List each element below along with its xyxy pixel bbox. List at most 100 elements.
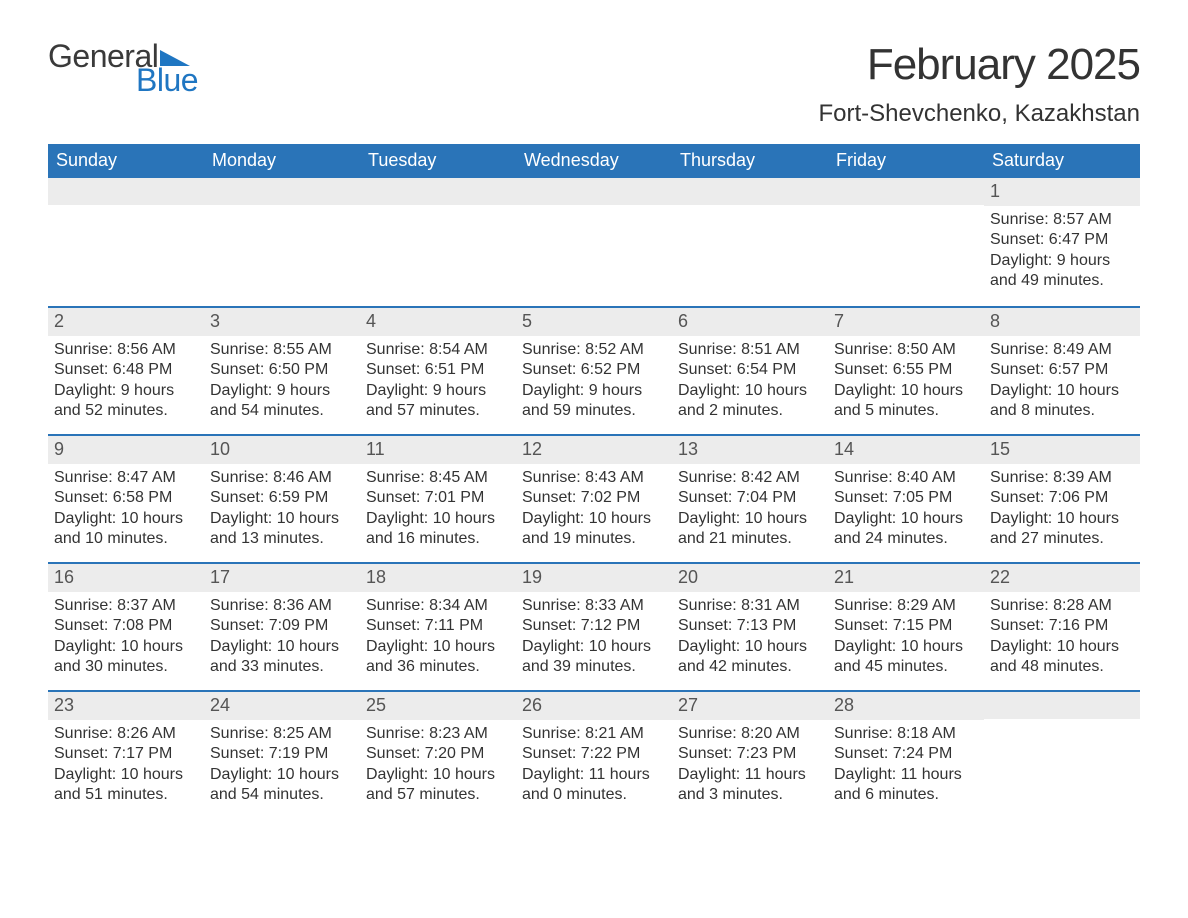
day-number: 11 (366, 439, 385, 459)
label: Daylight: (678, 766, 740, 783)
value: 8:25 AM (273, 725, 332, 742)
label: Daylight: (834, 638, 896, 655)
value: 8:29 AM (897, 597, 956, 614)
day-line: Daylight: 10 hours and 54 minutes. (210, 765, 354, 806)
label: Daylight: (522, 638, 584, 655)
label: Daylight: (522, 510, 584, 527)
label: Daylight: (210, 382, 272, 399)
label: Daylight: (210, 766, 272, 783)
day-number-strip (360, 178, 516, 205)
label: Sunset: (678, 489, 732, 506)
day-number-strip: 23 (48, 692, 204, 720)
day-line: Sunrise: 8:52 AM (522, 340, 666, 360)
day-line: Daylight: 9 hours and 57 minutes. (366, 381, 510, 422)
value: 8:31 AM (741, 597, 800, 614)
day-number-strip: 14 (828, 436, 984, 464)
day-cell: 1 Sunrise: 8:57 AMSunset: 6:47 PMDaylight… (984, 178, 1140, 306)
day-body: Sunrise: 8:43 AMSunset: 7:02 PMDaylight:… (516, 464, 672, 560)
day-line: Sunset: 6:54 PM (678, 360, 822, 380)
day-line: Sunset: 7:05 PM (834, 488, 978, 508)
dow-monday: Monday (204, 144, 360, 178)
day-line: Daylight: 10 hours and 19 minutes. (522, 509, 666, 550)
day-line: Sunrise: 8:26 AM (54, 724, 198, 744)
day-body: Sunrise: 8:52 AMSunset: 6:52 PMDaylight:… (516, 336, 672, 432)
label: Sunrise: (678, 597, 737, 614)
day-body: Sunrise: 8:57 AMSunset: 6:47 PMDaylight:… (984, 206, 1140, 302)
label: Sunset: (210, 489, 264, 506)
label: Sunset: (366, 745, 420, 762)
day-cell-empty (360, 178, 516, 306)
label: Daylight: (834, 510, 896, 527)
day-line: Daylight: 10 hours and 51 minutes. (54, 765, 198, 806)
day-number: 20 (678, 567, 698, 587)
day-line: Sunrise: 8:46 AM (210, 468, 354, 488)
day-body: Sunrise: 8:28 AMSunset: 7:16 PMDaylight:… (984, 592, 1140, 688)
month-title: February 2025 (818, 40, 1140, 90)
label: Sunrise: (54, 469, 113, 486)
dow-wednesday: Wednesday (516, 144, 672, 178)
label: Sunset: (522, 745, 576, 762)
day-body: Sunrise: 8:23 AMSunset: 7:20 PMDaylight:… (360, 720, 516, 816)
day-line: Daylight: 10 hours and 27 minutes. (990, 509, 1134, 550)
day-number: 24 (210, 695, 230, 715)
day-number: 14 (834, 439, 854, 459)
label: Daylight: (54, 638, 116, 655)
value: 8:43 AM (585, 469, 644, 486)
day-body: Sunrise: 8:33 AMSunset: 7:12 PMDaylight:… (516, 592, 672, 688)
week-row: 9Sunrise: 8:47 AMSunset: 6:58 PMDaylight… (48, 434, 1140, 562)
day-number-strip: 26 (516, 692, 672, 720)
label: Sunrise: (366, 341, 425, 358)
dow-tuesday: Tuesday (360, 144, 516, 178)
day-line: Sunrise: 8:37 AM (54, 596, 198, 616)
value: 6:58 PM (113, 489, 173, 506)
value: 8:21 AM (585, 725, 644, 742)
day-line: Sunset: 7:16 PM (990, 616, 1134, 636)
day-number: 13 (678, 439, 698, 459)
day-cell: 23Sunrise: 8:26 AMSunset: 7:17 PMDayligh… (48, 692, 204, 818)
day-cell-empty (984, 692, 1140, 818)
day-cell-empty (828, 178, 984, 306)
day-number-strip: 27 (672, 692, 828, 720)
label: Daylight: (990, 638, 1052, 655)
day-body: Sunrise: 8:49 AMSunset: 6:57 PMDaylight:… (984, 336, 1140, 432)
label: Sunset: (210, 617, 264, 634)
value: 7:12 PM (581, 617, 641, 634)
day-body: Sunrise: 8:39 AMSunset: 7:06 PMDaylight:… (984, 464, 1140, 560)
day-line: Sunrise: 8:39 AM (990, 468, 1134, 488)
day-number-strip (672, 178, 828, 205)
day-number-strip: 19 (516, 564, 672, 592)
day-number-strip (204, 178, 360, 205)
value: 6:55 PM (893, 361, 953, 378)
day-body: Sunrise: 8:40 AMSunset: 7:05 PM Daylight:… (828, 464, 984, 560)
day-line: Sunrise: 8:40 AM (834, 468, 978, 488)
label: Sunset: (834, 489, 888, 506)
calendar: SundayMondayTuesdayWednesdayThursdayFrid… (48, 144, 1140, 818)
value: 8:55 AM (273, 341, 332, 358)
value: 7:05 PM (893, 489, 953, 506)
day-number: 26 (522, 695, 542, 715)
day-number-strip: 13 (672, 436, 828, 464)
label: Daylight: (366, 766, 428, 783)
label: Sunrise: (366, 725, 425, 742)
day-number-strip: 10 (204, 436, 360, 464)
day-cell: 22Sunrise: 8:28 AMSunset: 7:16 PMDayligh… (984, 564, 1140, 690)
day-number: 7 (834, 311, 844, 331)
label: Daylight: (678, 510, 740, 527)
day-cell: 4Sunrise: 8:54 AMSunset: 6:51 PMDaylight… (360, 308, 516, 434)
label: Sunrise: (54, 597, 113, 614)
day-number-strip: 16 (48, 564, 204, 592)
label: Daylight: (210, 510, 272, 527)
day-cell: 13Sunrise: 8:42 AMSunset: 7:04 PMDayligh… (672, 436, 828, 562)
day-number: 16 (54, 567, 74, 587)
dow-saturday: Saturday (984, 144, 1140, 178)
day-number: 1 (990, 181, 1000, 201)
label: Daylight: (54, 382, 116, 399)
label: Sunrise: (522, 725, 581, 742)
label: Sunset: (834, 745, 888, 762)
label: Daylight: (54, 766, 116, 783)
day-body: Sunrise: 8:37 AMSunset: 7:08 PMDaylight:… (48, 592, 204, 688)
day-cell-empty (48, 178, 204, 306)
label: Sunset: (990, 231, 1044, 248)
label: Sunrise: (990, 211, 1049, 228)
day-number: 5 (522, 311, 532, 331)
